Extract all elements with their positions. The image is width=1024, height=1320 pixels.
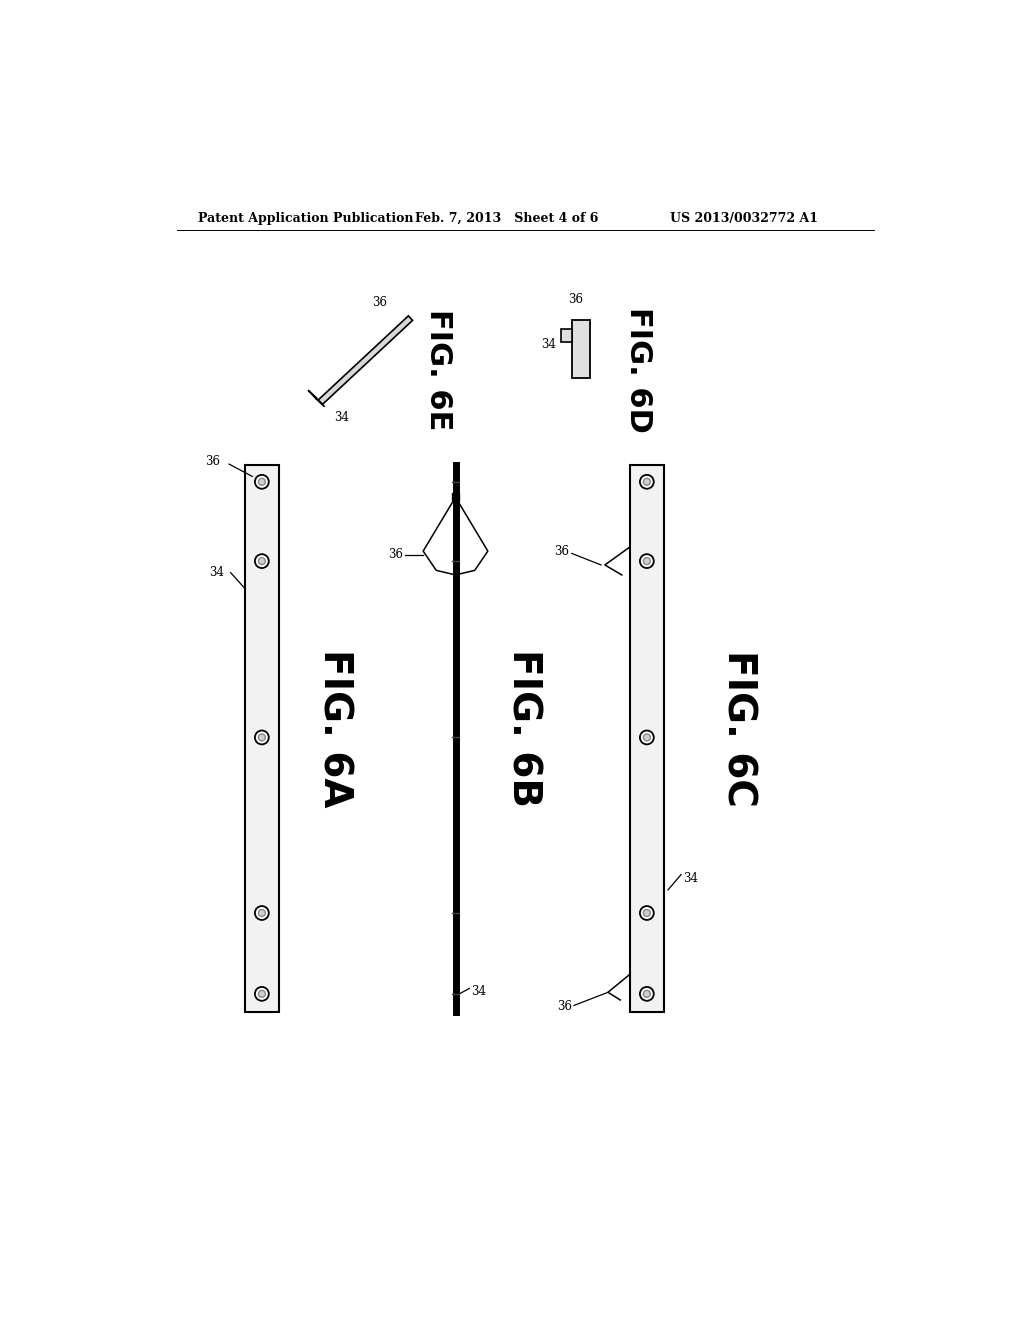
Circle shape: [255, 475, 268, 488]
Text: US 2013/0032772 A1: US 2013/0032772 A1: [670, 213, 817, 224]
Text: Patent Application Publication: Patent Application Publication: [199, 213, 414, 224]
Circle shape: [640, 730, 653, 744]
Circle shape: [258, 990, 265, 998]
Circle shape: [258, 478, 265, 486]
Bar: [561, 330, 571, 342]
Bar: [245, 465, 280, 1011]
Circle shape: [258, 909, 265, 916]
Text: 34: 34: [210, 566, 224, 579]
Circle shape: [255, 987, 268, 1001]
Circle shape: [643, 734, 650, 741]
Text: 36: 36: [554, 545, 569, 557]
Circle shape: [640, 475, 653, 488]
Circle shape: [640, 554, 653, 568]
Text: FIG. 6D: FIG. 6D: [625, 308, 653, 433]
Text: 34: 34: [683, 873, 697, 886]
Text: 34: 34: [471, 985, 486, 998]
Text: 36: 36: [557, 1001, 571, 1014]
Bar: [630, 465, 665, 1011]
Text: 34: 34: [542, 338, 556, 351]
Text: 36: 36: [388, 548, 403, 561]
Circle shape: [643, 909, 650, 916]
Text: 36: 36: [568, 293, 583, 306]
Bar: [571, 321, 590, 378]
Text: Feb. 7, 2013   Sheet 4 of 6: Feb. 7, 2013 Sheet 4 of 6: [416, 213, 599, 224]
Text: FIG. 6A: FIG. 6A: [315, 649, 353, 808]
Circle shape: [255, 554, 268, 568]
Circle shape: [643, 478, 650, 486]
Circle shape: [255, 906, 268, 920]
Text: 36: 36: [373, 296, 387, 309]
Circle shape: [255, 730, 268, 744]
Text: FIG. 6B: FIG. 6B: [504, 649, 543, 808]
Circle shape: [640, 906, 653, 920]
Text: FIG. 6C: FIG. 6C: [720, 649, 758, 807]
Bar: [318, 315, 413, 404]
Circle shape: [640, 987, 653, 1001]
Text: 34: 34: [334, 412, 349, 425]
Circle shape: [643, 557, 650, 565]
Text: FIG. 6E: FIG. 6E: [424, 309, 453, 430]
Text: 36: 36: [205, 454, 220, 467]
Circle shape: [258, 734, 265, 741]
Circle shape: [258, 557, 265, 565]
Circle shape: [643, 990, 650, 998]
